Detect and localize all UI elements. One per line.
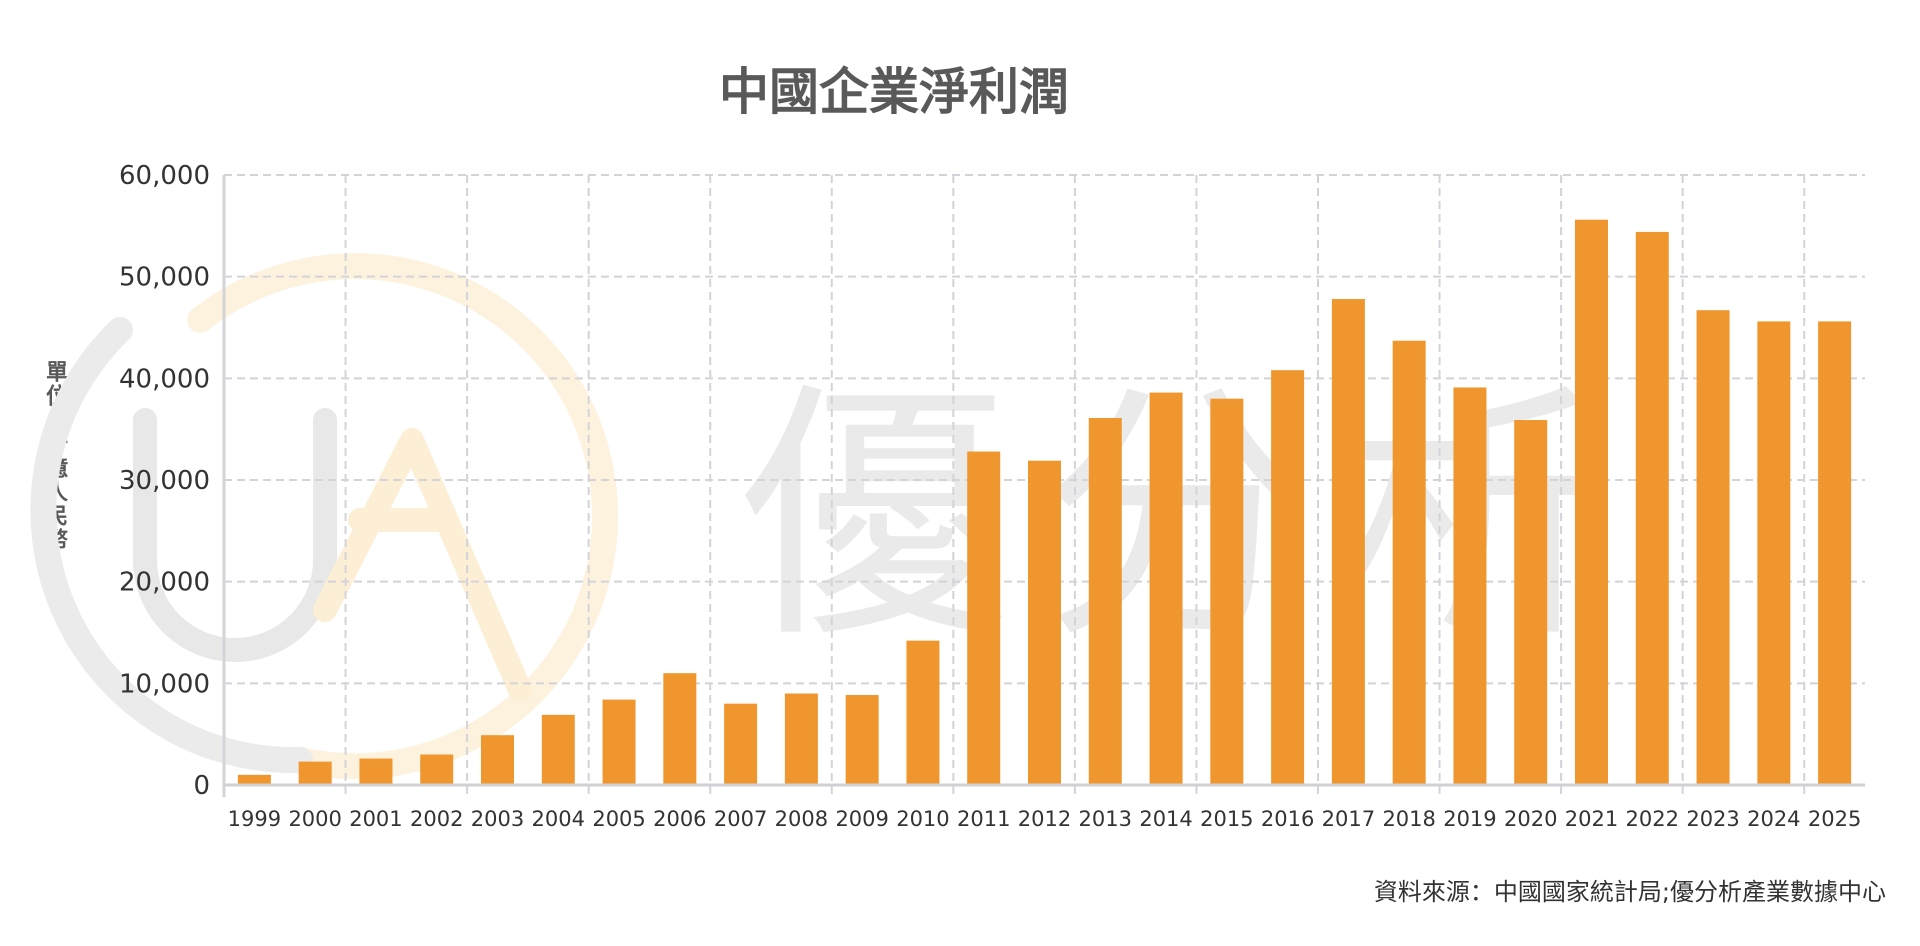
x-tick-label: 2018 — [1382, 807, 1435, 831]
bar-2020 — [1514, 420, 1548, 785]
bar-2018 — [1392, 340, 1426, 785]
x-tick-label: 2006 — [653, 807, 706, 831]
x-tick-label: 2003 — [471, 807, 524, 831]
bar-2019 — [1453, 387, 1487, 785]
bar-2025 — [1818, 321, 1852, 785]
watermark-logo-arc — [30, 317, 313, 774]
watermark-logo-ring — [187, 253, 619, 780]
watermark-logo-u — [133, 408, 337, 662]
bar-2007 — [724, 703, 758, 785]
x-tick-label: 2022 — [1626, 807, 1679, 831]
source-note: 資料來源：中國國家統計局;優分析產業數據中心 — [1373, 878, 1886, 906]
bar-2011 — [967, 451, 1001, 785]
x-tick-label: 1999 — [228, 807, 281, 831]
x-tick-label: 2009 — [835, 807, 888, 831]
x-tick-label: 2025 — [1808, 807, 1861, 831]
bar-2022 — [1635, 231, 1669, 785]
bar-2017 — [1331, 299, 1365, 785]
y-tick-label: 50,000 — [119, 263, 210, 293]
x-tick-label: 2020 — [1504, 807, 1557, 831]
x-tick-label: 2012 — [1018, 807, 1071, 831]
bar-2002 — [420, 754, 454, 785]
x-tick-label: 2005 — [592, 807, 645, 831]
bar-2024 — [1757, 321, 1791, 785]
bar-2013 — [1088, 417, 1122, 785]
y-tick-label: 30,000 — [119, 466, 210, 496]
x-tick-label: 2001 — [349, 807, 402, 831]
watermark-logo-a — [313, 428, 532, 702]
bar-2008 — [784, 693, 818, 785]
bar-2010 — [906, 640, 940, 785]
chart-title: 中國企業淨利潤 — [719, 63, 1069, 121]
y-tick-label: 20,000 — [119, 568, 210, 598]
x-tick-label: 2023 — [1686, 807, 1739, 831]
watermark-text: 優分析 — [740, 359, 1640, 674]
x-tick-label: 2016 — [1261, 807, 1314, 831]
bar-2003 — [481, 735, 514, 785]
bar-2021 — [1575, 219, 1608, 785]
bar-2009 — [845, 695, 879, 785]
y-tick-label: 60,000 — [119, 161, 210, 191]
x-tick-label: 2014 — [1139, 807, 1192, 831]
x-tick-label: 2017 — [1322, 807, 1375, 831]
x-tick-label: 2007 — [714, 807, 767, 831]
bar-2006 — [663, 673, 697, 785]
y-tick-label: 40,000 — [119, 364, 210, 394]
bar-2001 — [359, 758, 393, 785]
bar-2023 — [1696, 310, 1730, 785]
bar-2015 — [1210, 398, 1244, 785]
bar-2012 — [1028, 460, 1061, 785]
bar-2016 — [1271, 370, 1305, 785]
bar-2014 — [1149, 392, 1183, 785]
x-tick-label: 2008 — [775, 807, 828, 831]
y-tick-label: 10,000 — [119, 669, 210, 699]
bar-2005 — [602, 699, 636, 785]
bar-1999 — [237, 774, 271, 785]
y-tick-label: 0 — [193, 771, 210, 801]
x-tick-label: 2019 — [1443, 807, 1496, 831]
x-tick-label: 2000 — [288, 807, 341, 831]
bar-2000 — [298, 761, 332, 785]
x-tick-label: 2024 — [1747, 807, 1800, 831]
x-tick-label: 2010 — [896, 807, 949, 831]
x-tick-label: 2011 — [957, 807, 1010, 831]
x-tick-label: 2004 — [532, 807, 585, 831]
x-tick-label: 2002 — [410, 807, 463, 831]
x-tick-label: 2013 — [1079, 807, 1132, 831]
x-tick-label: 2015 — [1200, 807, 1253, 831]
bar-2004 — [541, 714, 575, 785]
x-tick-label: 2021 — [1565, 807, 1618, 831]
